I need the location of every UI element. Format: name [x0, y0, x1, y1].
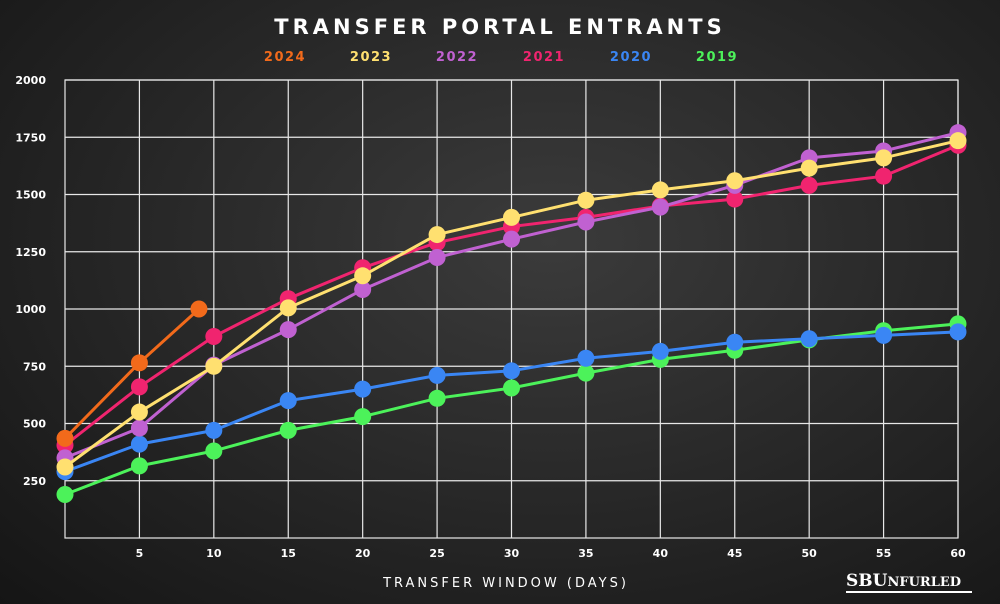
data-point-2023	[354, 267, 372, 285]
data-point-2019	[279, 421, 297, 439]
series-group	[56, 124, 967, 503]
y-tick-label: 500	[23, 418, 46, 431]
data-point-2020	[949, 323, 967, 341]
x-tick-label: 35	[578, 547, 593, 560]
data-point-2020	[428, 366, 446, 384]
data-point-2020	[800, 330, 818, 348]
y-tick-label: 250	[23, 475, 46, 488]
x-tick-label: 10	[206, 547, 222, 560]
logo-bold-part: SBU	[846, 571, 888, 591]
y-tick-label: 1000	[15, 303, 46, 316]
x-tick-label: 25	[429, 547, 444, 560]
x-tick-label: 30	[504, 547, 520, 560]
x-tick-label: 50	[802, 547, 818, 560]
series-2024	[56, 300, 208, 447]
data-point-2024	[56, 429, 74, 447]
logo-underline	[846, 591, 972, 593]
legend-item-2020: 2020	[610, 50, 652, 65]
data-point-2023	[875, 149, 893, 167]
legend-item-2021: 2021	[523, 50, 565, 65]
data-point-2023	[428, 226, 446, 244]
data-point-2023	[577, 191, 595, 209]
data-point-2023	[949, 132, 967, 150]
chart-title: TRANSFER PORTAL ENTRANTS	[274, 15, 725, 39]
y-tick-label: 750	[23, 360, 46, 373]
data-point-2020	[205, 421, 223, 439]
data-point-2019	[577, 364, 595, 382]
data-point-2023	[726, 172, 744, 190]
data-point-2024	[130, 354, 148, 372]
data-point-2021	[130, 378, 148, 396]
legend-item-2022: 2022	[436, 50, 478, 65]
data-point-2021	[205, 327, 223, 345]
x-tick-label: 45	[727, 547, 742, 560]
data-point-2022	[130, 419, 148, 437]
data-point-2022	[577, 213, 595, 231]
data-point-2020	[279, 392, 297, 410]
legend-item-2024: 2024	[264, 50, 306, 65]
data-point-2019	[56, 485, 74, 503]
data-point-2024	[190, 300, 208, 318]
data-point-2019	[354, 408, 372, 426]
legend: 2024 2023 2022 2021 2020 2019	[264, 50, 738, 65]
data-point-2023	[130, 403, 148, 421]
x-tick-label: 55	[876, 547, 891, 560]
data-point-2023	[56, 458, 74, 476]
series-2020	[56, 323, 967, 481]
data-point-2023	[651, 181, 669, 199]
data-point-2022	[279, 321, 297, 339]
sbunfurled-logo: SBUNFURLED	[846, 571, 961, 591]
data-point-2020	[875, 326, 893, 344]
data-point-2023	[205, 357, 223, 375]
data-point-2023	[503, 208, 520, 226]
data-point-2022	[354, 281, 372, 299]
data-point-2020	[503, 362, 520, 380]
data-point-2019	[428, 389, 446, 407]
x-tick-label: 5	[136, 547, 144, 560]
y-tick-label: 2000	[15, 74, 46, 87]
data-point-2023	[800, 159, 818, 177]
data-point-2021	[800, 176, 818, 194]
data-point-2021	[875, 167, 893, 185]
data-point-2022	[428, 248, 446, 266]
y-tick-label: 1500	[15, 189, 46, 202]
series-2023	[56, 132, 967, 476]
grid	[64, 79, 959, 539]
x-tick-label: 15	[281, 547, 296, 560]
x-tick-label: 20	[355, 547, 371, 560]
data-point-2023	[279, 299, 297, 317]
y-tick-label: 1750	[15, 131, 46, 144]
data-point-2020	[130, 435, 148, 453]
legend-item-2023: 2023	[350, 50, 392, 65]
data-point-2019	[205, 442, 223, 460]
y-tick-label: 1250	[15, 246, 46, 259]
x-axis-ticks: 5 10 15 20 25 30 35 40 45 50 55 60	[136, 547, 966, 560]
data-point-2020	[651, 342, 669, 360]
legend-item-2019: 2019	[696, 50, 738, 65]
y-axis-ticks: 250 500 750 1000 1250 1500 1750 2000	[15, 74, 46, 488]
data-point-2020	[577, 349, 595, 367]
x-tick-label: 60	[950, 547, 966, 560]
logo-rest-part: NFURLED	[887, 575, 962, 590]
x-axis-label: TRANSFER WINDOW (DAYS)	[382, 576, 629, 591]
data-point-2019	[130, 457, 148, 475]
data-point-2021	[726, 190, 744, 208]
data-point-2020	[354, 380, 372, 398]
data-point-2020	[726, 333, 744, 351]
data-point-2022	[503, 230, 520, 248]
x-tick-label: 40	[653, 547, 669, 560]
data-point-2019	[503, 379, 520, 397]
data-point-2022	[651, 198, 669, 216]
